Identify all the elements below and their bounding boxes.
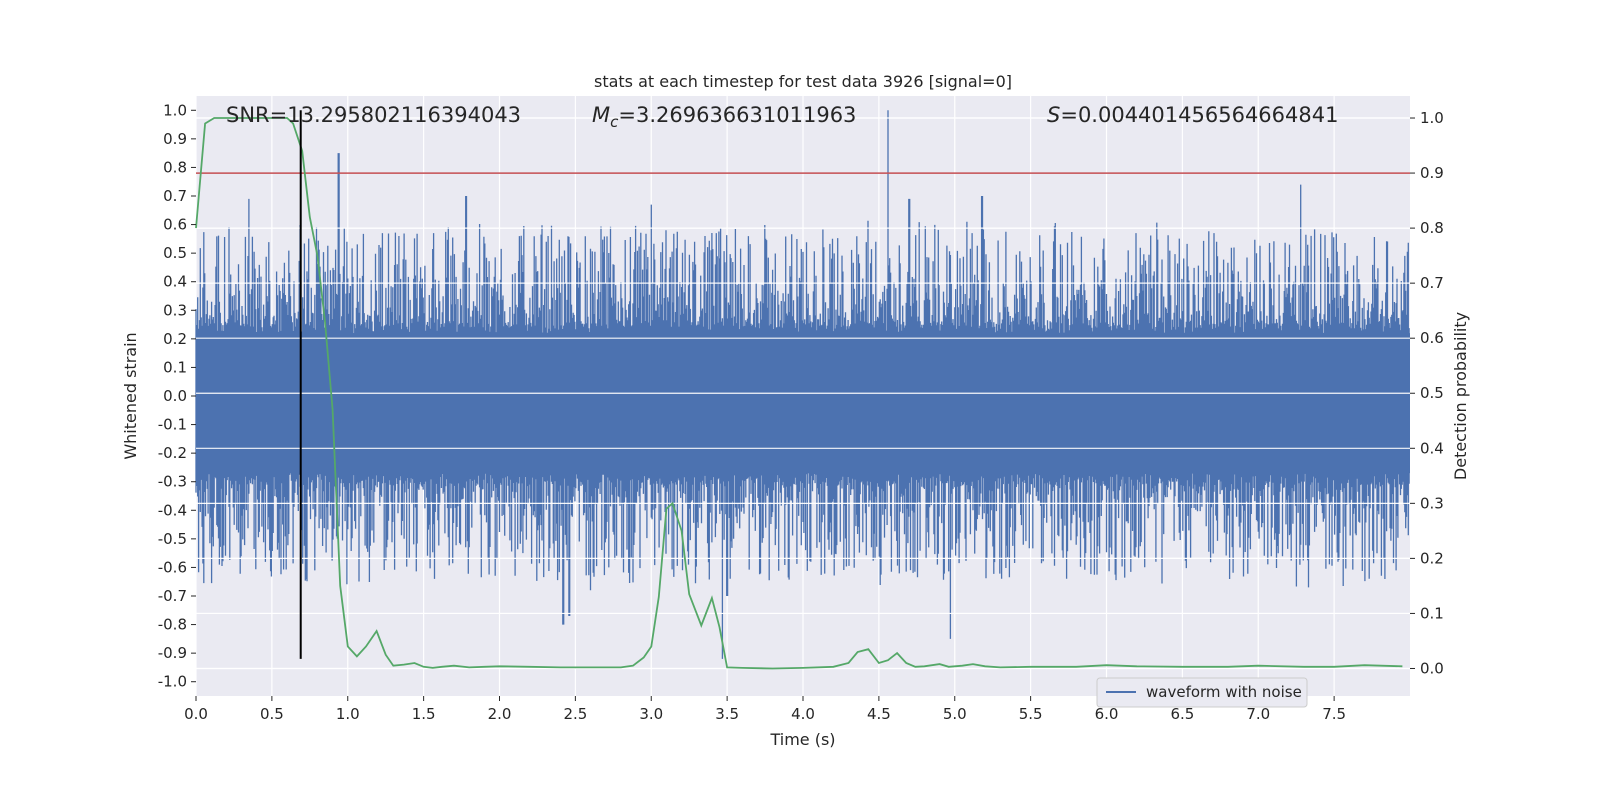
y-tick-label: 0.8	[163, 158, 187, 176]
x-axis-title: Time (s)	[769, 730, 835, 749]
x-tick-label: 7.5	[1322, 705, 1346, 723]
x-tick-label: 5.5	[1019, 705, 1043, 723]
s-annotation: S=0.004401456564664841	[1047, 103, 1338, 127]
y-tick-label: 0.6	[163, 216, 187, 234]
y2-tick-label: 0.1	[1420, 604, 1444, 622]
x-tick-label: 1.0	[336, 705, 360, 723]
y2-tick-label: 0.9	[1420, 164, 1444, 182]
x-tick-label: 7.0	[1246, 705, 1270, 723]
y-tick-label: -0.2	[158, 444, 187, 462]
y-tick-label: -1.0	[158, 673, 187, 691]
x-tick-label: 4.0	[791, 705, 815, 723]
y2-tick-label: 0.3	[1420, 494, 1444, 512]
y-tick-label: -0.1	[158, 416, 187, 434]
x-tick-label: 0.5	[260, 705, 284, 723]
x-tick-label: 2.5	[563, 705, 587, 723]
y-tick-label: 0.9	[163, 130, 187, 148]
x-tick-label: 6.0	[1095, 705, 1119, 723]
mc-symbol: M	[592, 103, 610, 127]
x-tick-label: 5.0	[943, 705, 967, 723]
y-tick-label: -0.7	[158, 587, 187, 605]
waveform-core-band	[196, 333, 1410, 474]
y2-tick-label: 0.4	[1420, 439, 1444, 457]
y2-tick-label: 0.0	[1420, 659, 1444, 677]
y-tick-label: -0.5	[158, 530, 187, 548]
legend-label-waveform: waveform with noise	[1146, 683, 1302, 701]
axis-layer: 0.0 0.5 1.0 1.5 2.0 2.5 3.0 3.5 4.0 4.5 5.0 5.5 6.0 6…	[158, 101, 1444, 723]
s-symbol: S	[1047, 103, 1060, 127]
detection-probability-line	[195, 117, 1403, 670]
legend: waveform with noise	[1096, 677, 1308, 708]
x-tick-label: 2.0	[488, 705, 512, 723]
y-tick-label: -0.8	[158, 616, 187, 634]
legend-box	[1096, 677, 1308, 708]
s-value: =0.004401456564664841	[1060, 103, 1338, 127]
chart-title: stats at each timestep for test data 392…	[594, 72, 1012, 91]
y-tick-label: -0.4	[158, 501, 187, 519]
y2-tick-label: 0.8	[1420, 219, 1444, 237]
y-axis-title: Whitened strain	[121, 332, 140, 459]
y-tick-label: -0.9	[158, 644, 187, 662]
mc-value: =3.269636631011963	[618, 103, 856, 127]
snr-annotation: SNR=13.295802116394043	[226, 103, 521, 127]
y-tick-label: 0.7	[163, 187, 187, 205]
y-tick-label: 0.1	[163, 358, 187, 376]
y-tick-label: -0.6	[158, 558, 187, 576]
x-tick-label: 0.0	[184, 705, 208, 723]
y-tick-label: -0.3	[158, 473, 187, 491]
mc-subscript: c	[610, 113, 619, 131]
x-tick-label: 1.5	[412, 705, 436, 723]
y2-tick-label: 0.6	[1420, 329, 1444, 347]
y2-axis-title: Detection probability	[1451, 312, 1470, 480]
mc-annotation: Mc=3.269636631011963	[592, 103, 856, 131]
x-tick-label: 3.0	[639, 705, 663, 723]
annotation-layer: stats at each timestep for test data 392…	[121, 72, 1470, 749]
x-tick-label: 6.5	[1170, 705, 1194, 723]
y-tick-label: 0.2	[163, 330, 187, 348]
y-tick-label: 0.4	[163, 273, 187, 291]
y2-tick-label: 0.2	[1420, 549, 1444, 567]
y2-tick-label: 0.7	[1420, 274, 1444, 292]
y-tick-label: 0.5	[163, 244, 187, 262]
y2-tick-label: 1.0	[1420, 109, 1444, 127]
y2-tick-label: 0.5	[1420, 384, 1444, 402]
x-tick-label: 4.5	[867, 705, 891, 723]
y-tick-label: 1.0	[163, 101, 187, 119]
x-tick-label: 3.5	[715, 705, 739, 723]
y-tick-label: 0.3	[163, 301, 187, 319]
line-layer	[195, 110, 1410, 670]
y-tick-label: 0.0	[163, 387, 187, 405]
